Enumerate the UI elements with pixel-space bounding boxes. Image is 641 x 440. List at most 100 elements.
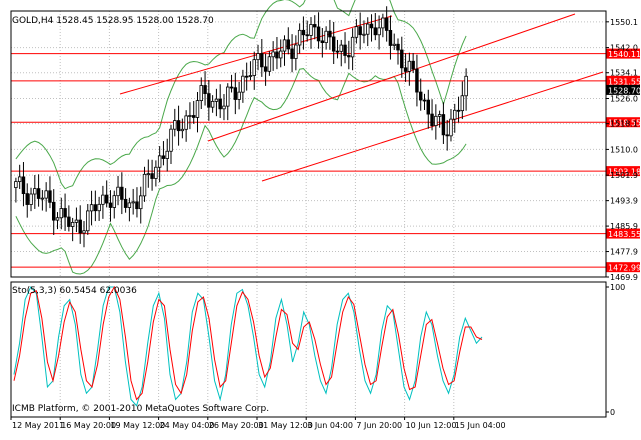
candle-body [396, 43, 400, 51]
candle-body [244, 75, 249, 78]
price-tick-label: 1501.9 [610, 171, 638, 180]
price-tick-label: 1493.9 [610, 197, 638, 206]
level-label: 1503.18 [608, 168, 641, 177]
candle-body [93, 204, 98, 212]
candle-body [150, 173, 154, 179]
candle-body [343, 44, 347, 56]
candle-body [260, 53, 264, 68]
time-tick-label: 31 May 12:00 [258, 421, 313, 430]
candle-body [180, 128, 185, 132]
level-label-bg [606, 262, 640, 273]
candle-body [294, 44, 298, 59]
candle-body [464, 75, 468, 97]
candle-body [403, 67, 408, 72]
candle-body [407, 60, 412, 72]
candle-body [400, 49, 404, 69]
candle-body [123, 198, 128, 208]
candle-body [154, 166, 158, 179]
candle-body [271, 51, 275, 58]
candle-body [199, 85, 203, 102]
candle-body [279, 50, 283, 59]
price-tick-label: 1526.0 [610, 95, 638, 104]
candle-body [430, 113, 434, 126]
level-label: 1518.55 [608, 119, 641, 128]
candle-body [44, 190, 48, 199]
candle-body [233, 87, 238, 100]
time-tick-label: 19 May 12:00 [110, 421, 165, 430]
candle-body [358, 26, 362, 36]
horizontal-levels: 1540.11 1531.55 1518.55 1503.18 1483.55 1472.… [11, 48, 641, 273]
level-label: 1540.11 [608, 50, 641, 59]
level-label-bg [606, 228, 640, 239]
candle-body [48, 190, 52, 203]
candle-body [252, 59, 256, 76]
candle-body [453, 109, 457, 120]
candle-body [350, 36, 355, 58]
candle-body [116, 186, 120, 197]
candle-body [347, 55, 351, 58]
candle-body [354, 26, 359, 38]
candle-body [339, 44, 343, 52]
candle-body [214, 98, 219, 102]
price-tick-label: 1485.9 [610, 222, 638, 231]
candle-body [184, 115, 188, 130]
candle-body [52, 201, 56, 221]
candle-body [373, 27, 378, 36]
candle-body [207, 93, 211, 108]
candle-body [112, 195, 116, 208]
stochastic-panel-frame [10, 281, 607, 418]
candle-body [67, 216, 71, 227]
candle-body [328, 30, 332, 38]
candle-body [434, 115, 438, 126]
candle-body [108, 202, 113, 208]
candle-body [139, 195, 143, 210]
time-tick-label: 15 Jun 04:00 [455, 421, 506, 430]
candle-body [290, 48, 294, 59]
candle-body [169, 128, 173, 152]
price-tick-label: 1469.9 [610, 273, 638, 282]
stochastic-tick-label: 0 [610, 408, 615, 417]
current-price-label: 1528.70 [608, 86, 641, 95]
candle-body [131, 201, 135, 204]
price-tick-label: 1542.0 [610, 44, 638, 53]
candle-body [426, 99, 430, 115]
candle-body [241, 75, 245, 93]
candle-body [456, 109, 461, 112]
candle-body [384, 17, 389, 31]
candle-body [229, 86, 234, 89]
candle-body [82, 230, 86, 234]
trend-channels [119, 13, 604, 182]
price-tick-label: 1518.1 [610, 120, 638, 129]
candle-body [195, 100, 200, 118]
candle-body [120, 186, 124, 200]
candle-body [78, 219, 82, 234]
candle-body [320, 40, 325, 44]
candle-body [33, 188, 37, 195]
candle-body [301, 29, 306, 36]
time-tick-label: 26 May 20:00 [209, 421, 264, 430]
candle-body [282, 39, 287, 52]
candle-body [263, 66, 268, 72]
candle-body [25, 193, 29, 205]
candle-body [40, 197, 45, 200]
candle-body [104, 194, 109, 204]
candle-body [286, 39, 291, 50]
candle-body [388, 30, 393, 46]
stochastic-series-1 [13, 285, 483, 401]
candle-body [316, 26, 321, 42]
candle-body [305, 34, 309, 37]
candle-body [275, 51, 279, 59]
price-tick-label: 1510.0 [610, 145, 638, 154]
candle-body [29, 193, 33, 205]
candle-body [226, 86, 230, 107]
candle-body [135, 201, 139, 210]
candle-body [191, 115, 196, 118]
candle-body [267, 56, 272, 72]
candle-body [331, 36, 336, 52]
candle-body [210, 100, 215, 108]
candle-body [335, 50, 340, 53]
level-label: 1483.55 [608, 230, 641, 239]
